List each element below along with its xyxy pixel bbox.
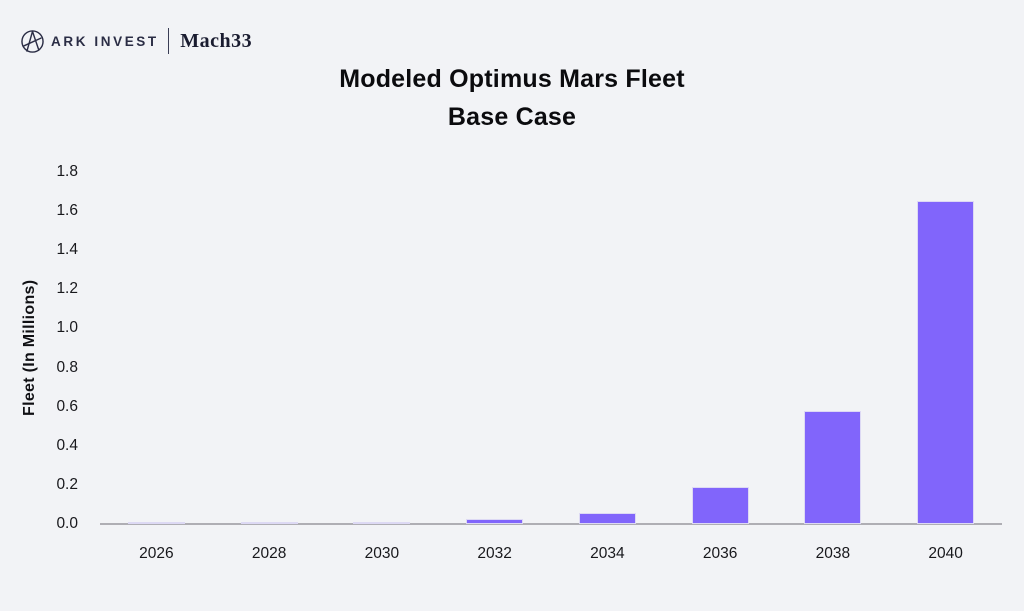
bar-2038 <box>804 410 862 524</box>
x-tick-label-2038: 2038 <box>815 545 851 562</box>
y-tick-label: 0.4 <box>56 436 78 454</box>
x-tick-label-2028: 2028 <box>251 545 287 562</box>
y-tick-label: 1.6 <box>56 202 78 220</box>
x-axis-tick-labels: 2026 2028 2030 2032 2034 2036 2038 2040 <box>100 542 1002 566</box>
bar-2034 <box>578 512 636 524</box>
y-tick-label: 0.8 <box>56 358 78 376</box>
y-tick-label: 0.6 <box>56 397 78 415</box>
x-tick-label-2030: 2030 <box>364 545 400 562</box>
x-tick-label-2034: 2034 <box>590 545 625 562</box>
x-axis-line <box>100 523 1002 525</box>
x-tick-label-2036: 2036 <box>702 545 738 562</box>
y-tick-label: 1.4 <box>56 241 78 259</box>
x-tick-label-2032: 2032 <box>477 545 512 562</box>
brand-header: ARK INVEST Mach33 <box>21 27 252 55</box>
bar-2032 <box>466 519 524 524</box>
y-axis-tick-labels: 0.0 0.2 0.4 0.6 0.8 1.0 1.2 1.4 1.6 1.8 <box>0 163 78 532</box>
ark-invest-logo-icon <box>21 29 44 53</box>
brand-divider <box>167 28 170 54</box>
x-tick-label-2040: 2040 <box>928 545 963 562</box>
y-tick-label: 1.2 <box>56 280 78 298</box>
plot-area <box>100 172 1002 525</box>
y-tick-label: 0.0 <box>56 515 78 532</box>
bar-2040 <box>917 201 975 524</box>
chart-subtitle: Base Case <box>447 103 577 131</box>
y-tick-label: 0.2 <box>56 475 78 493</box>
chart-title-block: Modeled Optimus Mars Fleet Base Case <box>0 60 1024 136</box>
bar-2030 <box>353 521 411 524</box>
bar-2036 <box>691 486 749 524</box>
y-tick-label: 1.0 <box>56 319 78 337</box>
ark-invest-label: ARK INVEST <box>51 33 159 49</box>
chart-title: Modeled Optimus Mars Fleet <box>339 65 685 93</box>
bar-2028 <box>240 522 298 524</box>
mach33-label: Mach33 <box>180 29 253 52</box>
y-tick-label: 1.8 <box>56 163 78 180</box>
bar-2026 <box>127 522 185 524</box>
x-tick-label-2026: 2026 <box>139 545 174 562</box>
